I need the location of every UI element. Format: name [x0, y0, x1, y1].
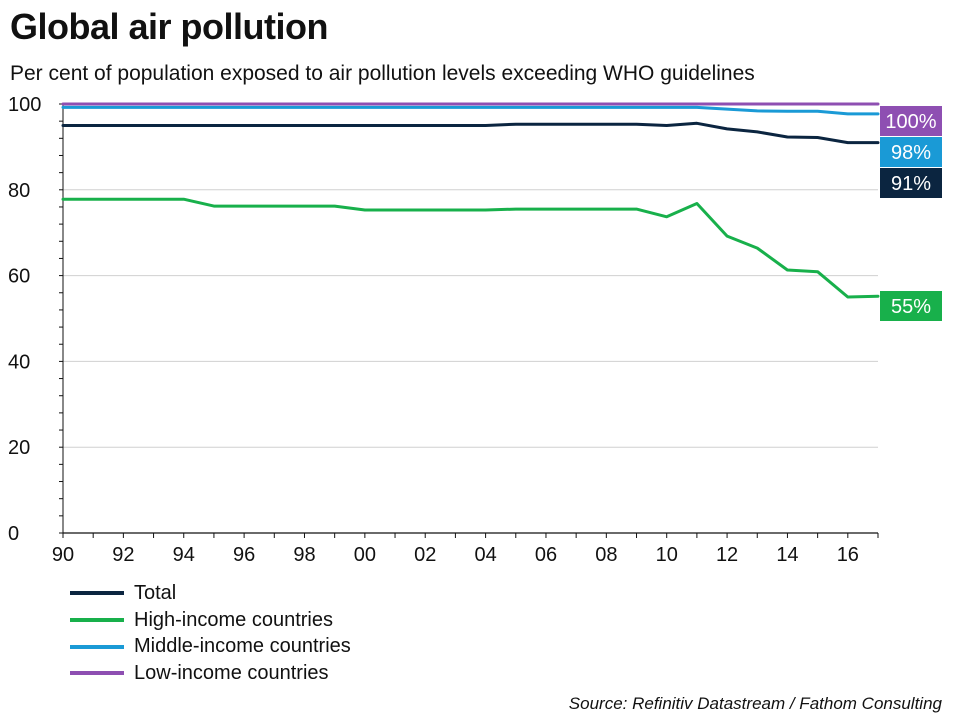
x-tick-label: 14 [776, 544, 798, 566]
end-label-box [880, 168, 942, 198]
end-label-box [880, 291, 942, 321]
legend-label: High-income countries [134, 608, 333, 631]
legend-swatch [70, 644, 124, 649]
x-tick-label: 02 [414, 544, 436, 566]
x-tick-label: 08 [595, 544, 617, 566]
y-tick-label: 60 [8, 266, 30, 288]
x-tick-label: 10 [656, 544, 678, 566]
x-tick-label: 00 [354, 544, 376, 566]
x-tick-label: 12 [716, 544, 738, 566]
gridlines [63, 103, 878, 448]
axes: 0 20 40 60 80 100 90 92 94 96 98 00 02 04 06 08 10 12 14 16 [8, 94, 879, 566]
end-label-box [880, 106, 942, 136]
x-tick-label: 92 [112, 544, 134, 566]
series-line-middle-income-countries [61, 105, 880, 116]
end-labels: 100% 98% 91% 55% [880, 106, 942, 321]
legend: Total High-income countries Middle-income … [70, 580, 351, 687]
end-label-box [880, 137, 942, 167]
chart-subtitle: Per cent of population exposed to air po… [10, 62, 755, 85]
x-tick-label: 90 [52, 544, 74, 566]
source-note: Source: Refinitiv Datastream / Fathom Co… [568, 694, 942, 713]
legend-item: High-income countries [70, 607, 351, 634]
y-tick-label: 100 [8, 94, 41, 116]
y-tick-label: 0 [8, 523, 19, 545]
legend-item: Total [70, 580, 351, 607]
end-label-text: 91% [891, 173, 931, 195]
x-tick-label: 04 [474, 544, 496, 566]
y-tick-label: 20 [8, 437, 30, 459]
x-tick-label: 16 [837, 544, 859, 566]
end-label-text: 55% [891, 296, 931, 318]
chart-title: Global air pollution [10, 6, 329, 47]
y-tick-label: 40 [8, 351, 30, 373]
end-label-text: 100% [885, 111, 936, 133]
y-tick-label: 80 [8, 180, 30, 202]
legend-label: Total [134, 581, 177, 604]
series-lines [61, 102, 880, 299]
series-line-total [61, 121, 880, 145]
legend-item: Low-income countries [70, 660, 351, 687]
x-tick-label: 96 [233, 544, 255, 566]
legend-swatch [70, 618, 124, 623]
x-tick-label: 98 [293, 544, 315, 566]
legend-label: Low-income countries [134, 661, 329, 684]
legend-item: Middle-income countries [70, 633, 351, 660]
legend-swatch [70, 591, 124, 596]
x-tick-label: 94 [173, 544, 195, 566]
end-label-text: 98% [891, 142, 931, 164]
series-line-high-income-countries [61, 197, 880, 299]
x-tick-label: 06 [535, 544, 557, 566]
legend-label: Middle-income countries [134, 635, 351, 658]
legend-swatch [70, 671, 124, 676]
